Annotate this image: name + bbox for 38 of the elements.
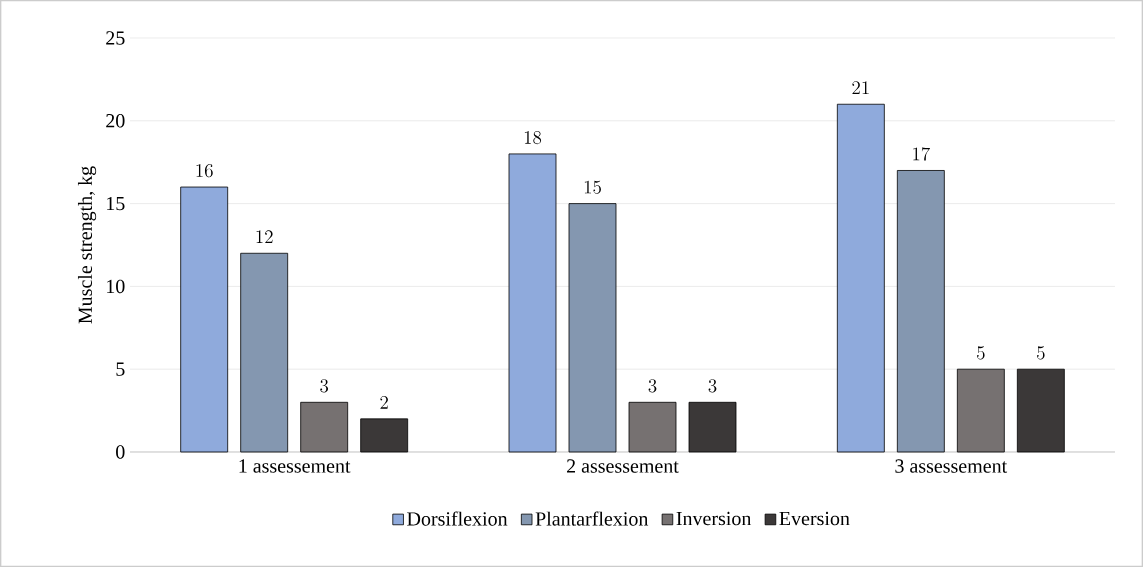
data-label: 2 <box>380 395 388 409</box>
y-tick-label: 10 <box>107 279 125 294</box>
legend-label: Inversion <box>676 511 752 526</box>
bar <box>628 401 677 453</box>
data-label: 5 <box>977 346 985 360</box>
x-tick-label: 2 assessement <box>567 459 679 473</box>
data-label: 3 <box>648 379 657 393</box>
bar <box>568 203 617 453</box>
y-tick-label: 15 <box>107 196 125 211</box>
bar <box>180 186 229 453</box>
data-label: 16 <box>196 164 213 178</box>
bar <box>836 103 885 453</box>
bar <box>896 170 945 453</box>
data-label: 3 <box>708 379 717 393</box>
y-tick-label: 20 <box>106 114 125 128</box>
data-label: 12 <box>256 230 273 244</box>
legend-label: Eversion <box>779 511 850 526</box>
data-label: 17 <box>913 147 930 161</box>
x-tick-label: 1 assessement <box>239 459 351 473</box>
legend-label: Dorsiflexion <box>407 511 508 526</box>
data-label: 18 <box>524 130 542 145</box>
y-tick-label: 25 <box>106 31 125 45</box>
bar <box>300 401 349 453</box>
data-label: 21 <box>852 81 869 95</box>
y-axis-title: Muscle strength, kg <box>77 166 97 324</box>
y-tick-label: 0 <box>116 445 125 459</box>
bar <box>508 153 557 453</box>
bar <box>1016 368 1065 453</box>
data-label: 3 <box>320 379 329 393</box>
data-label: 5 <box>1037 346 1045 360</box>
x-tick-label: 3 assessement <box>895 459 1008 473</box>
legend-label: Plantarflexion <box>535 511 649 526</box>
bar <box>956 368 1005 453</box>
bar <box>240 252 289 453</box>
data-label: 15 <box>584 180 601 194</box>
bar <box>360 418 409 453</box>
y-tick-label: 5 <box>116 362 125 376</box>
bar <box>688 401 737 453</box>
